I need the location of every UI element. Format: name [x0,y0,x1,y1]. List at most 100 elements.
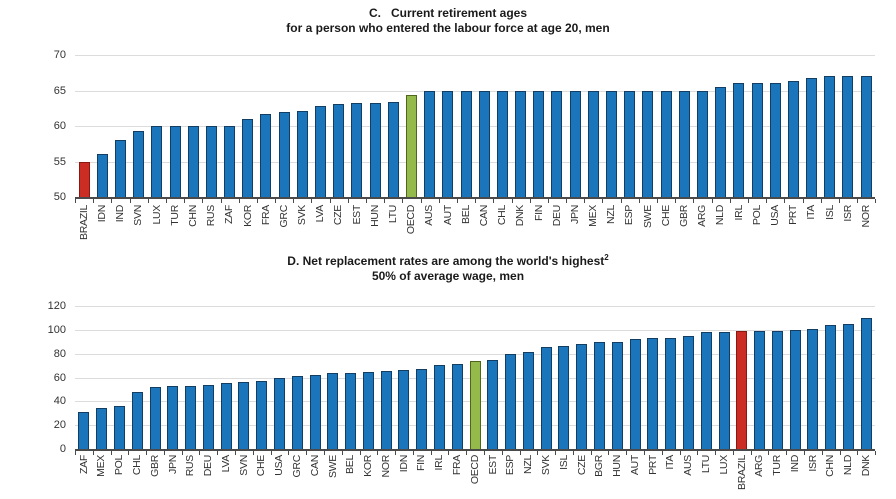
bar-cell [306,306,324,449]
bar-dnk [860,317,872,449]
x-label-bel: BEL [344,455,357,474]
x-label-grc: GRC [277,205,290,228]
x-label-cell: DEU [548,205,566,247]
x-label-cell: EST [484,455,502,499]
x-label-est: EST [350,205,363,225]
x-label-hun: HUN [611,455,624,477]
x-label-prt: PRT [646,455,659,475]
bar-cell [804,306,822,449]
bar-nzl [522,351,534,449]
bar-usa [273,377,285,449]
x-label-swe: SWE [641,205,654,229]
x-label-zaf: ZAF [77,455,90,474]
x-label-cell: KOR [239,205,257,247]
chart-c-y-axis: 70 65 60 55 50 [0,49,66,203]
x-label-cell: CHE [253,455,271,499]
x-label-fin: FIN [415,455,428,472]
axis-tick [805,451,823,455]
x-label-cell: SVK [293,205,311,247]
axis-tick [716,451,734,455]
x-label-cell: SVK [537,455,555,499]
bar-cell [235,306,253,449]
chart-c-subtitle: for a person who entered the labour forc… [286,21,610,35]
axis-tick [458,199,477,203]
axis-tick [343,451,361,455]
axis-tick [622,199,640,203]
x-label-cell: TUR [768,455,786,499]
x-label-cell: GRC [275,205,293,247]
bar-irl [434,365,446,449]
bar-est [351,103,363,197]
x-label-svn: SVN [237,455,250,476]
bar-dnk [515,90,527,197]
axis-tick [289,451,308,455]
bar-oecd [405,95,417,197]
bar-cell [822,306,840,449]
x-label-hun: HUN [368,205,381,227]
y-axis-tick-label: 60 [53,371,66,384]
chart-d-y-axis: 120 100 80 60 40 20 0 [0,300,66,455]
x-label-cell: IND [111,205,129,247]
x-label-cell: CHN [184,205,202,247]
x-label-cell: BGR [591,455,609,499]
x-label-cell: OECD [466,455,484,499]
bar-cell [857,306,875,449]
x-label-cell: FIN [530,205,548,247]
x-label-cell: ITA [662,455,680,499]
chart-c-x-axis-labels: BRAZIL IDN IND SVN LUX TUR CHN RUS ZAF KOR FRA GRC S… [75,205,875,247]
x-label-cell: SVN [235,455,253,499]
x-label-cell: NZL [602,205,620,247]
axis-tick [236,451,254,455]
gridline [75,306,875,307]
axis-tick [841,451,859,455]
x-label-cell: MEX [93,455,111,499]
axis-tick [167,199,186,203]
bar-svk [296,111,308,197]
x-label-cell: POL [748,205,766,247]
x-label-mex: MEX [587,205,600,227]
bar-cell [330,55,348,197]
x-label-cell: HUN [608,455,626,499]
bar-usa [769,83,781,197]
x-label-cell: BRAZIL [733,455,751,499]
bar-cell [821,55,839,197]
axis-tick [676,199,695,203]
y-axis-tick-label: 60 [53,120,66,132]
bar-cell [548,55,566,197]
bar-cell [466,306,484,449]
axis-tick [804,199,822,203]
bar-chn [187,126,199,197]
bar-cell [766,55,784,197]
x-label-cell: DNK [857,455,875,499]
bar-cell [184,55,202,197]
bar-isr [842,76,854,197]
axis-tick [218,451,237,455]
x-label-nzl: NZL [605,205,618,224]
bar-chl [496,90,508,197]
bar-cell [421,55,439,197]
axis-tick [645,451,663,455]
bar-bel [345,373,357,449]
x-label-cell: IRL [730,205,748,247]
x-label-lux: LUX [717,455,730,475]
x-label-cell: IRL [431,455,449,499]
bar-prt [787,80,799,197]
x-label-cell: ESP [621,205,639,247]
axis-tick [385,199,404,203]
bar-jpn [167,386,179,449]
bar-fra [451,364,463,449]
x-label-cell: ISL [821,205,839,247]
x-label-nzl: NZL [522,455,535,474]
y-axis-tick-label: 65 [53,84,66,97]
axis-tick [131,199,149,203]
bar-isl [824,76,836,197]
x-label-chl: CHL [130,455,143,476]
axis-tick [485,451,503,455]
axis-tick [556,451,574,455]
axis-tick [858,451,877,455]
axis-tick [331,199,349,203]
bar-cell [520,306,538,449]
axis-tick [567,199,586,203]
bar-cell [239,55,257,197]
x-label-cell: NOR [857,205,875,247]
